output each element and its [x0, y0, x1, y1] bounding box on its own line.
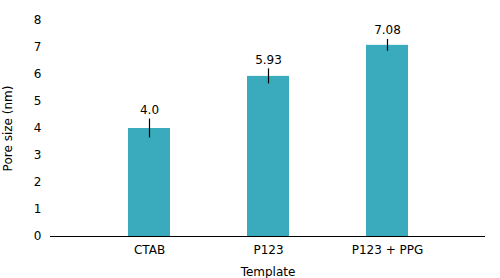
svg-text:2: 2	[34, 175, 42, 189]
svg-text:4.0: 4.0	[140, 103, 159, 117]
svg-text:Pore size (nm): Pore size (nm)	[1, 86, 15, 172]
svg-text:0: 0	[34, 229, 42, 243]
svg-text:Template: Template	[240, 265, 296, 278]
svg-text:P123 + PPG: P123 + PPG	[352, 243, 424, 257]
svg-text:7: 7	[34, 40, 42, 54]
svg-text:1: 1	[34, 202, 42, 216]
svg-text:5.93: 5.93	[255, 53, 282, 67]
svg-text:4: 4	[34, 121, 42, 135]
svg-text:8: 8	[34, 13, 42, 27]
svg-text:6: 6	[34, 67, 42, 81]
svg-text:CTAB: CTAB	[134, 243, 165, 257]
svg-text:P123: P123	[253, 243, 283, 257]
svg-text:5: 5	[34, 94, 42, 108]
svg-text:7.08: 7.08	[374, 23, 401, 37]
svg-text:3: 3	[34, 148, 42, 162]
